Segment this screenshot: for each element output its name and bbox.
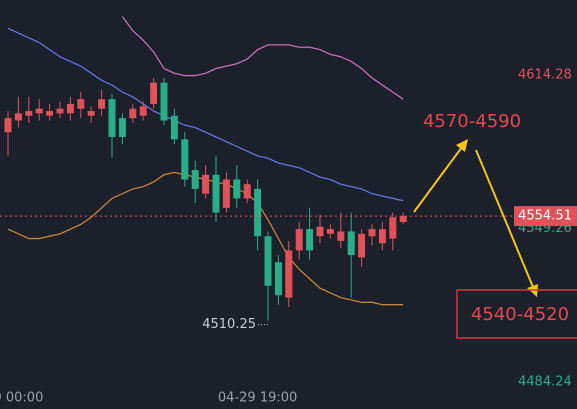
last-price-label: 4554.51 xyxy=(518,209,572,224)
candle-body xyxy=(254,188,262,237)
candle-body xyxy=(108,99,116,137)
target-down: 4540-4520 xyxy=(471,304,569,325)
x-tick-label: 04-29 19:00 xyxy=(218,391,297,406)
arrow-down xyxy=(475,149,534,288)
candle-body xyxy=(337,231,345,241)
candle-body xyxy=(66,103,74,114)
x-tick-label: 9 00:00 xyxy=(0,391,43,406)
candle-body xyxy=(118,118,126,137)
candle-body xyxy=(98,99,106,109)
candle-body xyxy=(25,111,33,116)
candle-body xyxy=(150,82,158,104)
indicator-line xyxy=(7,27,404,202)
candle-body xyxy=(56,108,64,114)
candle-body xyxy=(170,115,178,140)
arrow-up xyxy=(413,146,463,213)
candle-body xyxy=(139,106,147,116)
candle-body xyxy=(243,184,251,199)
target-box xyxy=(456,289,577,339)
candle-body xyxy=(87,111,95,116)
y-tick-label: 4484.24 xyxy=(518,375,572,390)
indicator-line xyxy=(121,16,404,100)
candle-body xyxy=(160,82,168,121)
candle-body xyxy=(233,179,241,199)
candle-body xyxy=(14,113,22,121)
candle-body xyxy=(368,229,376,237)
candle-body xyxy=(285,250,293,298)
candle-body xyxy=(316,226,324,237)
y-tick-label: 4614.28 xyxy=(518,67,572,82)
candle-body xyxy=(347,231,355,256)
candle-body xyxy=(274,262,282,296)
candle-body xyxy=(77,99,85,109)
plot xyxy=(4,16,407,321)
low-label: 4510.25 xyxy=(202,317,256,332)
candle-body xyxy=(191,170,199,189)
candle-body xyxy=(212,174,220,213)
candle-body xyxy=(378,229,386,244)
candle-body xyxy=(358,233,366,258)
last-price-tag xyxy=(514,206,577,227)
candle-body xyxy=(4,118,12,133)
candle-body xyxy=(202,174,210,194)
candle-body xyxy=(306,229,314,251)
candle-body xyxy=(35,108,43,114)
target-up: 4570-4590 xyxy=(423,111,521,132)
candle-body xyxy=(181,139,189,180)
candle-body xyxy=(389,217,397,239)
candle-body xyxy=(399,216,407,223)
candle-body xyxy=(326,229,334,234)
arrow-head xyxy=(456,139,468,152)
candle-body xyxy=(129,108,137,119)
candle-body xyxy=(222,179,230,208)
candle-body xyxy=(46,111,54,116)
candle-body xyxy=(264,236,272,286)
candle-body xyxy=(295,229,303,251)
